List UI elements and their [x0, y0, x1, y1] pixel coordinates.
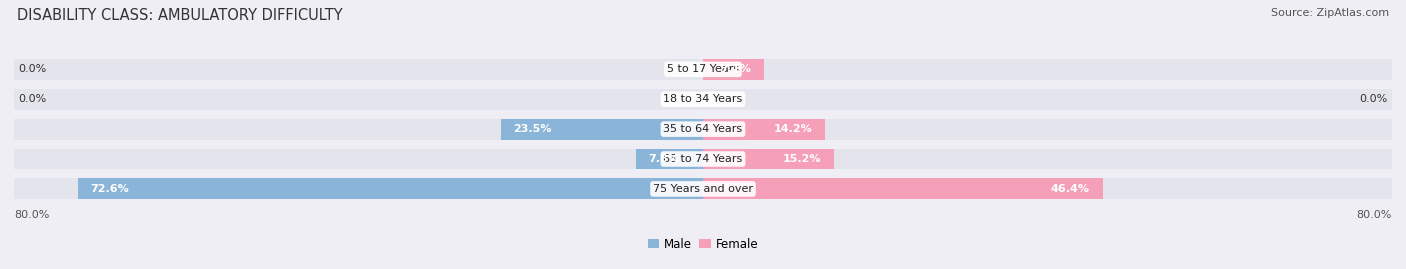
Bar [703, 119, 825, 140]
Legend: Male, Female: Male, Female [643, 233, 763, 256]
Text: 0.0%: 0.0% [18, 64, 46, 74]
Text: 75 Years and over: 75 Years and over [652, 184, 754, 194]
Text: 14.2%: 14.2% [773, 124, 813, 134]
Bar [14, 59, 1392, 80]
Bar [501, 119, 703, 140]
Text: 35 to 64 Years: 35 to 64 Years [664, 124, 742, 134]
Text: 15.2%: 15.2% [783, 154, 821, 164]
Text: 7.8%: 7.8% [648, 154, 679, 164]
Text: 80.0%: 80.0% [1357, 210, 1392, 220]
Text: 80.0%: 80.0% [14, 210, 49, 220]
Text: 0.0%: 0.0% [1360, 94, 1388, 104]
Text: 72.6%: 72.6% [91, 184, 129, 194]
Text: 0.0%: 0.0% [18, 94, 46, 104]
Bar [14, 178, 1392, 199]
Text: Source: ZipAtlas.com: Source: ZipAtlas.com [1271, 8, 1389, 18]
Text: 23.5%: 23.5% [513, 124, 553, 134]
Bar [14, 89, 1392, 110]
Text: 5 to 17 Years: 5 to 17 Years [666, 64, 740, 74]
Text: 65 to 74 Years: 65 to 74 Years [664, 154, 742, 164]
Bar [703, 178, 1102, 199]
Bar [14, 148, 1392, 169]
Bar [703, 59, 763, 80]
Bar [14, 119, 1392, 140]
Text: 7.1%: 7.1% [720, 64, 751, 74]
Bar [77, 178, 703, 199]
Bar [703, 148, 834, 169]
Text: 18 to 34 Years: 18 to 34 Years [664, 94, 742, 104]
Bar [636, 148, 703, 169]
Text: 46.4%: 46.4% [1050, 184, 1090, 194]
Text: DISABILITY CLASS: AMBULATORY DIFFICULTY: DISABILITY CLASS: AMBULATORY DIFFICULTY [17, 8, 343, 23]
